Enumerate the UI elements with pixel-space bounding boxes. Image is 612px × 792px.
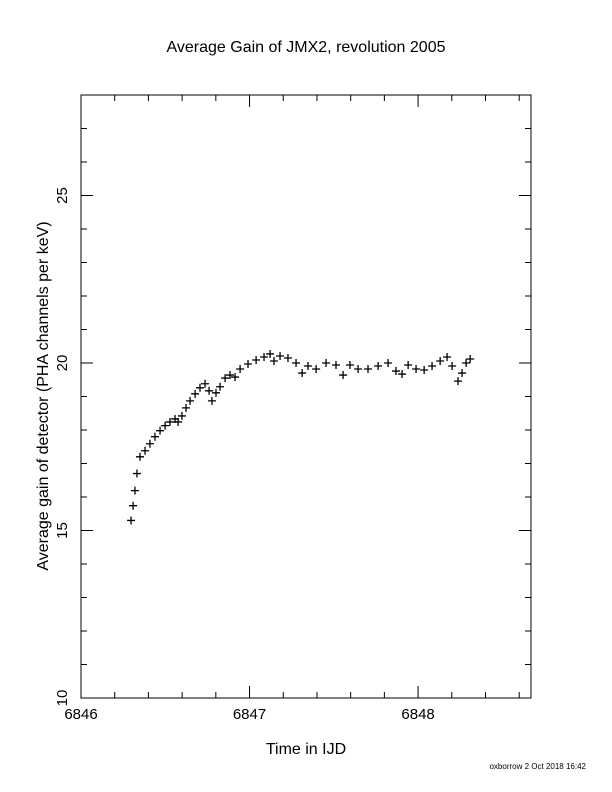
data-point: [266, 349, 275, 358]
data-point: [304, 362, 313, 371]
data-point: [332, 361, 340, 370]
data-point: [191, 389, 200, 398]
data-point: [182, 403, 190, 412]
data-point: [195, 383, 204, 392]
data-point: [392, 367, 400, 376]
data-point: [458, 369, 467, 378]
data-point: [448, 362, 457, 371]
data-point: [454, 377, 463, 386]
data-point: [207, 396, 216, 405]
y-tick-label: 10: [54, 690, 71, 707]
data-point: [443, 352, 452, 361]
data-point: [428, 362, 437, 371]
footer: oxborrow 2 Oct 2018 16:42: [489, 762, 586, 771]
data-point: [322, 359, 331, 367]
data-point: [141, 446, 150, 455]
data-point: [177, 411, 186, 420]
data-point: [384, 359, 393, 367]
data-point: [398, 370, 407, 379]
data-point: [127, 516, 136, 525]
data-point: [312, 365, 321, 374]
data-point: [129, 501, 138, 510]
y-tick-label: 25: [54, 187, 71, 204]
data-point: [156, 426, 165, 435]
chart-title: Average Gain of JMX2, revolution 2005: [167, 39, 446, 56]
data-point: [412, 365, 421, 374]
data-point: [339, 371, 348, 380]
data-point: [135, 452, 144, 461]
data-point: [404, 361, 413, 370]
x-tick-label: 6846: [64, 706, 97, 723]
data-point: [252, 355, 261, 364]
data-point: [221, 374, 230, 383]
data-point: [269, 356, 278, 365]
data-point: [161, 421, 170, 430]
x-tick-label: 6848: [401, 706, 434, 723]
data-point: [130, 486, 139, 495]
data-point: [165, 417, 174, 426]
data-point: [466, 354, 475, 363]
data-point: [174, 417, 183, 426]
x-axis-label: Time in IJD: [266, 741, 346, 758]
data-point: [292, 359, 301, 367]
data-point: [436, 356, 445, 365]
y-tick-label: 15: [54, 522, 71, 539]
data-point: [298, 369, 307, 378]
x-tick-label: 6847: [233, 706, 266, 723]
data-point: [345, 361, 354, 370]
data-point: [354, 365, 363, 374]
data-point: [420, 366, 429, 375]
data-point: [364, 365, 373, 374]
data-point: [374, 362, 383, 371]
data-point: [276, 351, 285, 360]
data-point: [260, 352, 269, 361]
data-point: [216, 382, 225, 391]
data-point: [205, 386, 214, 395]
data-point: [132, 469, 141, 478]
y-axis-label: Average gain of detector (PHA channels p…: [35, 221, 52, 570]
data-point: [145, 439, 154, 448]
data-point: [231, 373, 240, 382]
data-point: [212, 388, 220, 397]
data-point: [186, 396, 195, 405]
data-point: [283, 353, 292, 362]
y-tick-label: 20: [54, 355, 71, 372]
data-point: [236, 365, 245, 374]
data-point: [462, 359, 471, 367]
data-point: [150, 432, 159, 441]
data-point: [201, 379, 210, 388]
plot-frame: [80, 94, 532, 699]
data-point: [244, 360, 253, 369]
data-point: [225, 371, 234, 380]
